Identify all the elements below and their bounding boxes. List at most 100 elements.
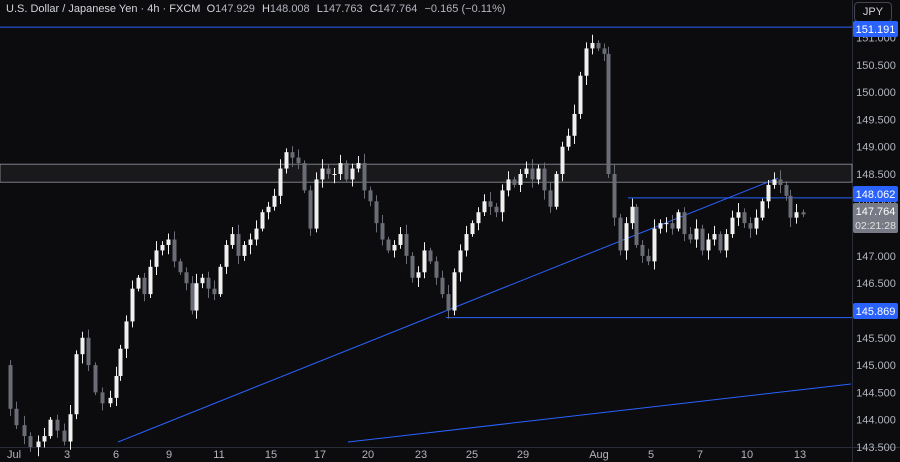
- price-tick-label: 149.000: [856, 142, 896, 154]
- candle-body: [22, 425, 27, 437]
- candle-body: [404, 234, 409, 256]
- time-tick-label: 23: [415, 449, 427, 461]
- price-tag-151191-bg: [853, 21, 898, 37]
- candle-body: [458, 250, 463, 273]
- candle-body: [93, 365, 98, 393]
- price-tag-148062: 148.062: [856, 189, 896, 201]
- candle-body: [28, 436, 33, 447]
- candle-body: [530, 168, 535, 180]
- candle-body: [410, 255, 415, 278]
- chart-header: U.S. Dollar / Japanese Yen · 4h · FXCM O…: [6, 3, 506, 15]
- price-tick-label: 149.500: [856, 114, 896, 126]
- price-tag-145869: 145.869: [856, 306, 896, 318]
- price-tick-label: 150.500: [856, 60, 896, 72]
- candle-body: [542, 168, 547, 191]
- candle-body: [416, 272, 421, 278]
- resistance-zone: [0, 163, 853, 183]
- time-tick-label: 15: [265, 449, 277, 461]
- time-tick-label: 25: [466, 449, 478, 461]
- candle-body: [248, 239, 253, 245]
- candle-body: [320, 168, 325, 180]
- candle-body: [80, 337, 85, 355]
- candle-body: [440, 277, 445, 295]
- high-label: H: [261, 3, 270, 15]
- candle-body: [612, 174, 617, 218]
- candle-body: [8, 365, 13, 409]
- candle-body: [266, 206, 271, 213]
- candle-body: [314, 179, 319, 229]
- price-tick-label: 147.000: [856, 251, 896, 263]
- candle-body: [584, 48, 589, 76]
- trendline-lower: [347, 383, 852, 443]
- candle-body: [236, 234, 241, 256]
- price-tick-label: 143.500: [856, 442, 896, 454]
- candle-body: [470, 223, 475, 235]
- candle-body: [730, 217, 735, 235]
- candle-body: [464, 234, 469, 251]
- candle-body: [326, 168, 331, 174]
- candle-body: [136, 277, 141, 289]
- candle-body: [482, 201, 487, 213]
- time-tick-label: 7: [697, 449, 703, 461]
- candle-body: [706, 239, 711, 251]
- candle-body: [801, 212, 806, 215]
- candle-body: [308, 190, 313, 229]
- candle-body: [554, 174, 559, 207]
- candle-body: [452, 272, 457, 311]
- close-value: 147.764: [377, 3, 418, 15]
- candle-body: [380, 223, 385, 240]
- price-tag-151191: 151.191: [856, 24, 896, 36]
- candle-body: [754, 217, 759, 229]
- candle-body: [682, 212, 687, 235]
- low-value: 147.763: [322, 3, 363, 15]
- candle-body: [178, 261, 183, 273]
- candle-body: [428, 250, 433, 262]
- candle-body: [55, 419, 60, 431]
- candle-body: [606, 53, 611, 174]
- candle-body: [578, 75, 583, 114]
- candle-body: [62, 430, 67, 442]
- price-tag-last-bg: [853, 203, 898, 233]
- candle-body: [224, 244, 229, 267]
- candle-body: [536, 168, 541, 180]
- candle-body: [108, 397, 113, 404]
- candle-body: [736, 212, 741, 218]
- candle-body: [524, 168, 529, 174]
- candle-body: [640, 244, 645, 256]
- candle-body: [362, 163, 367, 191]
- candle-body: [788, 195, 793, 218]
- candle-body: [184, 272, 189, 284]
- candle-body: [344, 163, 349, 180]
- candle-body: [548, 190, 553, 207]
- price-tag-148062-bg: [853, 186, 898, 202]
- candle-body: [590, 42, 595, 49]
- candle-body: [794, 212, 799, 218]
- candle-body: [618, 217, 623, 251]
- symbol-title: U.S. Dollar / Japanese Yen · 4h · FXCM: [6, 3, 201, 15]
- price-tag-last-countdown: 02:21:28: [855, 220, 896, 232]
- time-tick-label: 9: [166, 449, 172, 461]
- candle-body: [630, 206, 635, 224]
- candle-body: [646, 255, 651, 262]
- candle-body: [160, 244, 165, 251]
- candle-body: [14, 408, 19, 426]
- candle-body: [392, 244, 397, 251]
- candle-body: [652, 228, 657, 262]
- open-label: O: [206, 3, 216, 15]
- candle-body: [68, 414, 73, 442]
- candle-body: [290, 152, 295, 158]
- candle-body: [242, 244, 247, 256]
- time-tick-label: 20: [362, 449, 374, 461]
- close-label: C: [369, 3, 378, 15]
- candle-body: [694, 228, 699, 240]
- candle-body: [760, 201, 765, 218]
- price-tick-label: 148.500: [856, 169, 896, 181]
- candle-body: [338, 163, 343, 174]
- price-tag-last: 147.764: [856, 206, 896, 218]
- candle-body: [676, 212, 681, 229]
- candle-body: [748, 223, 753, 229]
- candle-body: [512, 179, 517, 185]
- candle-body: [518, 174, 523, 185]
- candle-body: [688, 234, 693, 240]
